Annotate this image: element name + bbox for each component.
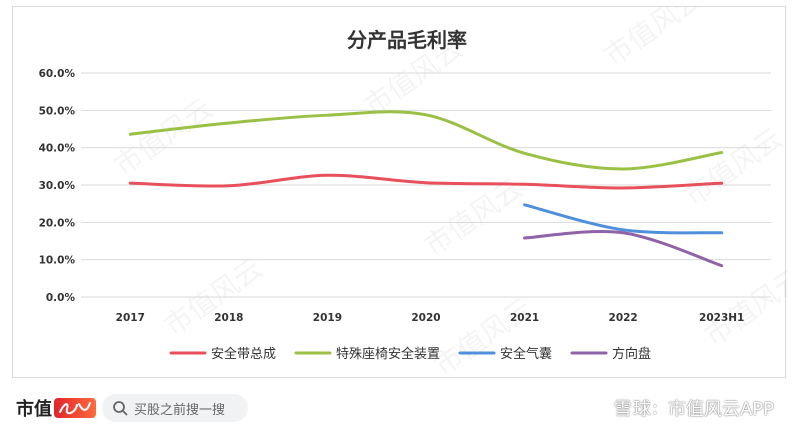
snowball-icon bbox=[586, 398, 607, 418]
legend-label: 安全气囊 bbox=[500, 346, 552, 362]
x-tick-label: 2022 bbox=[609, 312, 638, 324]
y-axis-ticks: 0.0% 10.0% 20.0% 30.0% 40.0% 50.0% 60.0% bbox=[39, 68, 76, 304]
x-tick-label: 2017 bbox=[116, 312, 145, 324]
xueqiu-name: 雪球 bbox=[613, 399, 652, 420]
search-placeholder: 买股之前搜一搜 bbox=[134, 402, 226, 418]
y-tick-label: 60.0% bbox=[39, 68, 76, 80]
x-tick-label: 2018 bbox=[214, 312, 243, 324]
brand-logo[interactable]: 市值 bbox=[16, 396, 96, 420]
y-tick-label: 30.0% bbox=[39, 180, 76, 192]
y-tick-label: 50.0% bbox=[39, 105, 76, 117]
series-line-1 bbox=[128, 173, 724, 190]
grid-lines bbox=[81, 72, 771, 298]
brand-badge-icon bbox=[54, 398, 96, 418]
series-lines bbox=[128, 110, 724, 268]
legend-label: 方向盘 bbox=[612, 346, 651, 362]
legend-label: 安全带总成 bbox=[211, 346, 276, 362]
xueqiu-separator: : bbox=[651, 397, 658, 419]
brand-text: 市值 bbox=[16, 399, 52, 420]
line-chart: 分产品毛利率 0.0% 10.0% 20.0% 30.0% 40.0% 50.0% 60.0… bbox=[39, 27, 771, 362]
y-tick-label: 20.0% bbox=[39, 217, 76, 229]
y-tick-label: 10.0% bbox=[39, 255, 76, 267]
search-input[interactable]: 买股之前搜一搜 bbox=[102, 394, 248, 422]
legend: 安全带总成 特殊座椅安全装置 安全气囊 方向盘 bbox=[169, 346, 651, 362]
y-tick-label: 40.0% bbox=[39, 143, 76, 155]
x-axis-ticks: 2017 2018 2019 2020 2021 2022 2023H1 bbox=[116, 312, 745, 324]
chart-frame: 市值风云 市值风云 市值风云 市值风云 市值风云 市值风云 市值风云 市值风云 分产品毛利率 … bbox=[12, 6, 787, 379]
x-tick-label: 2023H1 bbox=[699, 312, 744, 324]
legend-label: 特殊座椅安全装置 bbox=[336, 346, 440, 362]
search-icon bbox=[113, 401, 128, 416]
x-tick-label: 2020 bbox=[411, 312, 440, 324]
x-tick-label: 2019 bbox=[313, 312, 342, 324]
series-line-2 bbox=[128, 110, 724, 171]
xueqiu-app-name: 市值风云APP bbox=[667, 399, 774, 420]
y-tick-label: 0.0% bbox=[46, 292, 76, 304]
x-tick-label: 2021 bbox=[510, 312, 539, 324]
chart-title: 分产品毛利率 bbox=[347, 28, 467, 52]
series-line-3 bbox=[523, 203, 724, 235]
footer-bar: 市值 买股之前搜一搜 雪球 : 市值风云APP bbox=[0, 380, 800, 441]
series-line-4 bbox=[523, 229, 724, 268]
xueqiu-watermark: 雪球 : 市值风云APP bbox=[586, 396, 774, 420]
